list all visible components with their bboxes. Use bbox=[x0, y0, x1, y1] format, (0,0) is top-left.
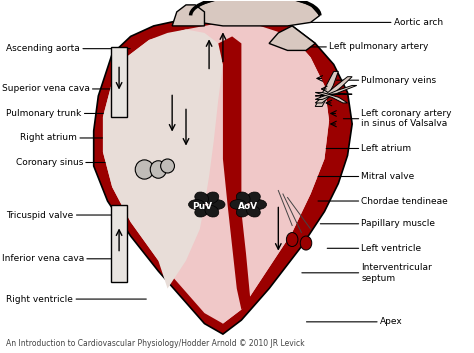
Ellipse shape bbox=[237, 192, 250, 204]
Text: Mitral valve: Mitral valve bbox=[302, 172, 415, 181]
Ellipse shape bbox=[195, 192, 209, 204]
Polygon shape bbox=[191, 0, 320, 26]
Ellipse shape bbox=[246, 192, 260, 204]
Text: Tricuspid valve: Tricuspid valve bbox=[7, 210, 130, 220]
Ellipse shape bbox=[250, 199, 266, 209]
Text: Right ventricle: Right ventricle bbox=[7, 294, 146, 304]
Text: Coronary sinus: Coronary sinus bbox=[16, 158, 137, 167]
Ellipse shape bbox=[195, 205, 209, 217]
Text: Apex: Apex bbox=[307, 317, 402, 326]
Polygon shape bbox=[214, 36, 329, 324]
Text: Chordae tendineae: Chordae tendineae bbox=[318, 197, 448, 205]
Ellipse shape bbox=[230, 199, 246, 209]
Polygon shape bbox=[111, 47, 128, 117]
Ellipse shape bbox=[300, 236, 312, 250]
Text: Aortic arch: Aortic arch bbox=[304, 18, 443, 27]
Polygon shape bbox=[94, 12, 352, 334]
Ellipse shape bbox=[205, 205, 219, 217]
Text: PuV: PuV bbox=[192, 202, 212, 211]
Ellipse shape bbox=[246, 205, 260, 217]
Text: Pulmonary trunk: Pulmonary trunk bbox=[7, 109, 123, 118]
Text: Left atrium: Left atrium bbox=[318, 144, 411, 153]
Text: Inferior vena cava: Inferior vena cava bbox=[2, 254, 116, 263]
Ellipse shape bbox=[205, 192, 219, 204]
Text: Interventricular
septum: Interventricular septum bbox=[302, 263, 432, 282]
Polygon shape bbox=[172, 5, 204, 26]
Ellipse shape bbox=[135, 160, 154, 179]
Text: Left ventricle: Left ventricle bbox=[327, 244, 421, 253]
Polygon shape bbox=[315, 85, 357, 100]
Ellipse shape bbox=[189, 199, 205, 209]
Polygon shape bbox=[315, 71, 338, 107]
Polygon shape bbox=[315, 77, 352, 103]
Text: Papillary muscle: Papillary muscle bbox=[320, 219, 436, 228]
Text: Pulmonary veins: Pulmonary veins bbox=[337, 76, 437, 85]
Text: Superior vena cava: Superior vena cava bbox=[2, 84, 123, 94]
Polygon shape bbox=[219, 36, 251, 310]
Text: Right atrium: Right atrium bbox=[20, 133, 132, 143]
Text: AoV: AoV bbox=[238, 202, 258, 211]
Text: Left coronary artery
in sinus of Valsalva: Left coronary artery in sinus of Valsalv… bbox=[343, 109, 452, 128]
Text: Ascending aorta: Ascending aorta bbox=[7, 44, 130, 53]
Polygon shape bbox=[315, 94, 352, 96]
Ellipse shape bbox=[209, 199, 225, 209]
Polygon shape bbox=[111, 204, 128, 282]
Text: An Introduction to Cardiovascular Physiology/Hodder Arnold © 2010 JR Levick: An Introduction to Cardiovascular Physio… bbox=[6, 339, 305, 348]
Text: Left pulmonary artery: Left pulmonary artery bbox=[302, 42, 428, 52]
Polygon shape bbox=[103, 29, 223, 288]
Polygon shape bbox=[103, 22, 329, 324]
Ellipse shape bbox=[286, 233, 298, 246]
Ellipse shape bbox=[150, 161, 166, 178]
Ellipse shape bbox=[161, 159, 174, 173]
Polygon shape bbox=[269, 26, 315, 50]
Polygon shape bbox=[315, 92, 347, 103]
Ellipse shape bbox=[237, 205, 250, 217]
